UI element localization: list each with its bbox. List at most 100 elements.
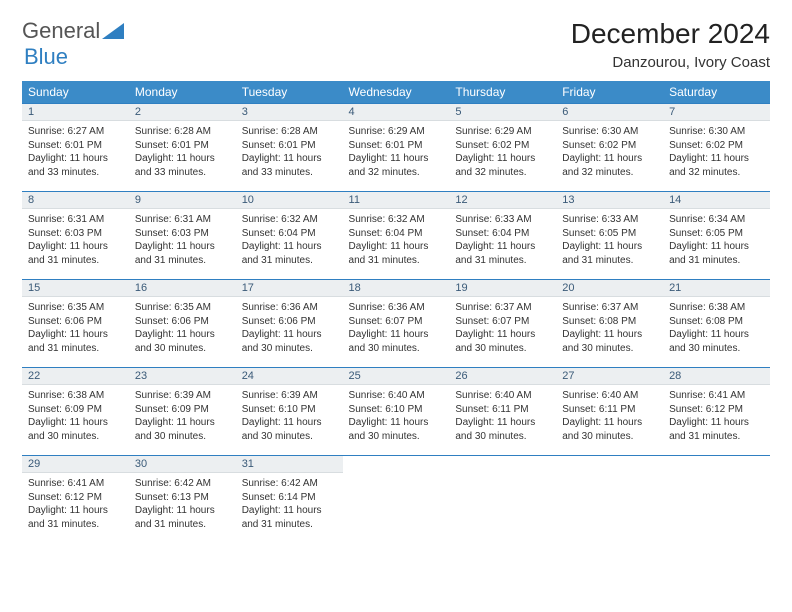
sunset-line: Sunset: 6:01 PM: [349, 139, 444, 153]
calendar-cell: 22Sunrise: 6:38 AMSunset: 6:09 PMDayligh…: [22, 367, 129, 455]
daylight-line: Daylight: 11 hours and 30 minutes.: [135, 328, 230, 355]
sunrise-line: Sunrise: 6:41 AM: [28, 477, 123, 491]
day-header: Thursday: [449, 81, 556, 103]
day-details: Sunrise: 6:35 AMSunset: 6:06 PMDaylight:…: [129, 297, 236, 359]
daylight-line: Daylight: 11 hours and 30 minutes.: [349, 416, 444, 443]
day-number: 3: [236, 104, 343, 121]
cell-inner: 21Sunrise: 6:38 AMSunset: 6:08 PMDayligh…: [663, 279, 770, 367]
daylight-line: Daylight: 11 hours and 30 minutes.: [562, 416, 657, 443]
cell-inner: 19Sunrise: 6:37 AMSunset: 6:07 PMDayligh…: [449, 279, 556, 367]
day-number: 31: [236, 456, 343, 473]
logo-text-general: General: [22, 18, 100, 44]
cell-inner: [663, 455, 770, 543]
day-details: Sunrise: 6:42 AMSunset: 6:13 PMDaylight:…: [129, 473, 236, 535]
sunrise-line: Sunrise: 6:31 AM: [28, 213, 123, 227]
cell-inner: 15Sunrise: 6:35 AMSunset: 6:06 PMDayligh…: [22, 279, 129, 367]
day-details: Sunrise: 6:40 AMSunset: 6:10 PMDaylight:…: [343, 385, 450, 447]
calendar-cell: 8Sunrise: 6:31 AMSunset: 6:03 PMDaylight…: [22, 191, 129, 279]
sunrise-line: Sunrise: 6:27 AM: [28, 125, 123, 139]
sunset-line: Sunset: 6:06 PM: [28, 315, 123, 329]
day-number: 12: [449, 192, 556, 209]
daylight-line: Daylight: 11 hours and 33 minutes.: [242, 152, 337, 179]
title-block: December 2024 Danzourou, Ivory Coast: [571, 18, 770, 71]
daylight-line: Daylight: 11 hours and 30 minutes.: [349, 328, 444, 355]
sunset-line: Sunset: 6:08 PM: [669, 315, 764, 329]
sunrise-line: Sunrise: 6:28 AM: [242, 125, 337, 139]
sunrise-line: Sunrise: 6:33 AM: [455, 213, 550, 227]
day-number: 9: [129, 192, 236, 209]
sunset-line: Sunset: 6:06 PM: [242, 315, 337, 329]
cell-inner: 13Sunrise: 6:33 AMSunset: 6:05 PMDayligh…: [556, 191, 663, 279]
day-details: Sunrise: 6:38 AMSunset: 6:09 PMDaylight:…: [22, 385, 129, 447]
day-details: Sunrise: 6:40 AMSunset: 6:11 PMDaylight:…: [556, 385, 663, 447]
day-number: 6: [556, 104, 663, 121]
daylight-line: Daylight: 11 hours and 32 minutes.: [669, 152, 764, 179]
cell-inner: 8Sunrise: 6:31 AMSunset: 6:03 PMDaylight…: [22, 191, 129, 279]
cell-inner: [449, 455, 556, 543]
day-header: Wednesday: [343, 81, 450, 103]
day-details: Sunrise: 6:29 AMSunset: 6:02 PMDaylight:…: [449, 121, 556, 183]
day-number: 29: [22, 456, 129, 473]
daylight-line: Daylight: 11 hours and 31 minutes.: [349, 240, 444, 267]
calendar-cell: 30Sunrise: 6:42 AMSunset: 6:13 PMDayligh…: [129, 455, 236, 543]
day-details: Sunrise: 6:36 AMSunset: 6:06 PMDaylight:…: [236, 297, 343, 359]
calendar-cell: 17Sunrise: 6:36 AMSunset: 6:06 PMDayligh…: [236, 279, 343, 367]
calendar-cell: 18Sunrise: 6:36 AMSunset: 6:07 PMDayligh…: [343, 279, 450, 367]
sunrise-line: Sunrise: 6:36 AM: [349, 301, 444, 315]
calendar-row: 15Sunrise: 6:35 AMSunset: 6:06 PMDayligh…: [22, 279, 770, 367]
day-number: 18: [343, 280, 450, 297]
daylight-line: Daylight: 11 hours and 30 minutes.: [28, 416, 123, 443]
day-number: 7: [663, 104, 770, 121]
calendar-cell: [343, 455, 450, 543]
sunset-line: Sunset: 6:14 PM: [242, 491, 337, 505]
calendar-cell: 2Sunrise: 6:28 AMSunset: 6:01 PMDaylight…: [129, 103, 236, 191]
day-header: Friday: [556, 81, 663, 103]
daylight-line: Daylight: 11 hours and 31 minutes.: [242, 504, 337, 531]
sunset-line: Sunset: 6:05 PM: [562, 227, 657, 241]
day-details: Sunrise: 6:36 AMSunset: 6:07 PMDaylight:…: [343, 297, 450, 359]
day-details: Sunrise: 6:33 AMSunset: 6:05 PMDaylight:…: [556, 209, 663, 271]
location-text: Danzourou, Ivory Coast: [571, 54, 770, 71]
calendar-cell: 11Sunrise: 6:32 AMSunset: 6:04 PMDayligh…: [343, 191, 450, 279]
day-details: Sunrise: 6:30 AMSunset: 6:02 PMDaylight:…: [556, 121, 663, 183]
daylight-line: Daylight: 11 hours and 30 minutes.: [669, 328, 764, 355]
cell-inner: 17Sunrise: 6:36 AMSunset: 6:06 PMDayligh…: [236, 279, 343, 367]
page-title: December 2024: [571, 18, 770, 50]
calendar-cell: 1Sunrise: 6:27 AMSunset: 6:01 PMDaylight…: [22, 103, 129, 191]
daylight-line: Daylight: 11 hours and 31 minutes.: [455, 240, 550, 267]
calendar-cell: 27Sunrise: 6:40 AMSunset: 6:11 PMDayligh…: [556, 367, 663, 455]
day-details: Sunrise: 6:41 AMSunset: 6:12 PMDaylight:…: [22, 473, 129, 535]
day-details: Sunrise: 6:40 AMSunset: 6:11 PMDaylight:…: [449, 385, 556, 447]
calendar-cell: 29Sunrise: 6:41 AMSunset: 6:12 PMDayligh…: [22, 455, 129, 543]
sunset-line: Sunset: 6:11 PM: [455, 403, 550, 417]
sunset-line: Sunset: 6:02 PM: [562, 139, 657, 153]
cell-inner: 16Sunrise: 6:35 AMSunset: 6:06 PMDayligh…: [129, 279, 236, 367]
daylight-line: Daylight: 11 hours and 31 minutes.: [135, 240, 230, 267]
calendar-row: 29Sunrise: 6:41 AMSunset: 6:12 PMDayligh…: [22, 455, 770, 543]
cell-inner: 14Sunrise: 6:34 AMSunset: 6:05 PMDayligh…: [663, 191, 770, 279]
day-number: 20: [556, 280, 663, 297]
sunrise-line: Sunrise: 6:40 AM: [349, 389, 444, 403]
day-header: Monday: [129, 81, 236, 103]
sunset-line: Sunset: 6:03 PM: [28, 227, 123, 241]
sunrise-line: Sunrise: 6:37 AM: [562, 301, 657, 315]
calendar-cell: 26Sunrise: 6:40 AMSunset: 6:11 PMDayligh…: [449, 367, 556, 455]
calendar-header-row: SundayMondayTuesdayWednesdayThursdayFrid…: [22, 81, 770, 103]
day-number: 10: [236, 192, 343, 209]
sunrise-line: Sunrise: 6:35 AM: [28, 301, 123, 315]
sunset-line: Sunset: 6:03 PM: [135, 227, 230, 241]
day-number: 25: [343, 368, 450, 385]
daylight-line: Daylight: 11 hours and 30 minutes.: [135, 416, 230, 443]
day-number: 14: [663, 192, 770, 209]
calendar-cell: 28Sunrise: 6:41 AMSunset: 6:12 PMDayligh…: [663, 367, 770, 455]
sunrise-line: Sunrise: 6:35 AM: [135, 301, 230, 315]
sunrise-line: Sunrise: 6:38 AM: [669, 301, 764, 315]
sunrise-line: Sunrise: 6:39 AM: [242, 389, 337, 403]
calendar-cell: 14Sunrise: 6:34 AMSunset: 6:05 PMDayligh…: [663, 191, 770, 279]
calendar-cell: [556, 455, 663, 543]
day-number: 2: [129, 104, 236, 121]
calendar-cell: 9Sunrise: 6:31 AMSunset: 6:03 PMDaylight…: [129, 191, 236, 279]
calendar-cell: 12Sunrise: 6:33 AMSunset: 6:04 PMDayligh…: [449, 191, 556, 279]
day-number: 16: [129, 280, 236, 297]
sunset-line: Sunset: 6:07 PM: [455, 315, 550, 329]
